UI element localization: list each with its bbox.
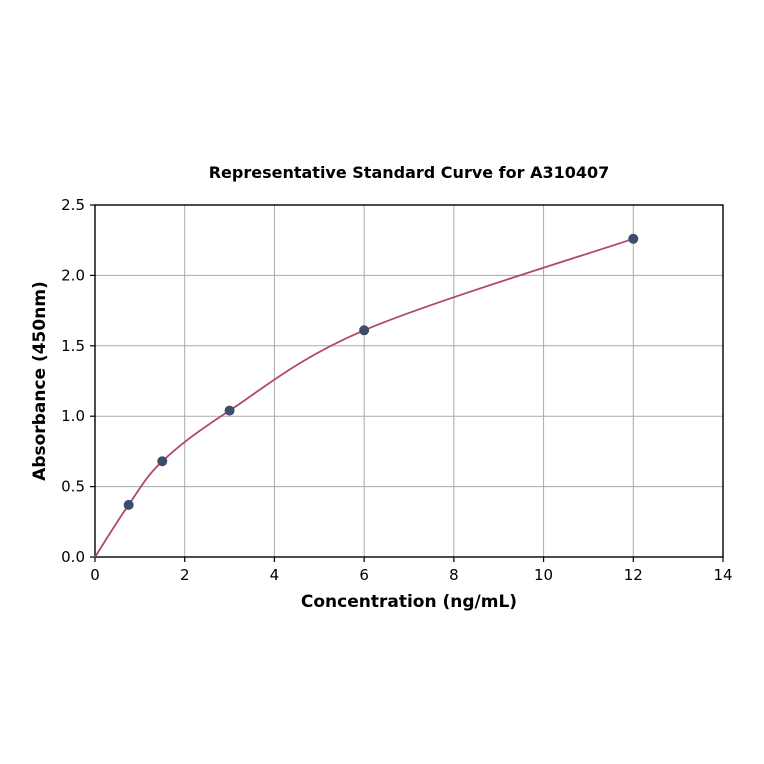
plot-border (94, 204, 724, 558)
x-tick-label: 2 (180, 566, 190, 584)
tick-marks (90, 204, 724, 562)
x-tick-label: 14 (713, 566, 732, 584)
x-tick-label: 10 (534, 566, 553, 584)
y-tick-label: 2.0 (61, 266, 85, 284)
data-point (157, 456, 168, 467)
data-point (224, 405, 235, 416)
y-tick-label: 0.0 (61, 548, 85, 566)
plot-area (95, 205, 723, 557)
y-tick-label: 2.5 (61, 196, 85, 214)
y-tick-label: 0.5 (61, 478, 85, 496)
x-tick-label: 4 (270, 566, 280, 584)
x-axis-label: Concentration (ng/mL) (300, 592, 518, 612)
data-point (628, 233, 639, 244)
x-tick-label: 12 (624, 566, 643, 584)
data-point (359, 325, 370, 336)
data-points (123, 233, 639, 510)
x-tick-label: 8 (449, 566, 459, 584)
data-point (123, 499, 134, 510)
x-tick-label: 0 (90, 566, 100, 584)
chart-title: Representative Standard Curve for A31040… (208, 163, 610, 182)
x-tick-label: 6 (359, 566, 369, 584)
y-tick-label: 1.0 (61, 407, 85, 425)
y-tick-label: 1.5 (61, 337, 85, 355)
